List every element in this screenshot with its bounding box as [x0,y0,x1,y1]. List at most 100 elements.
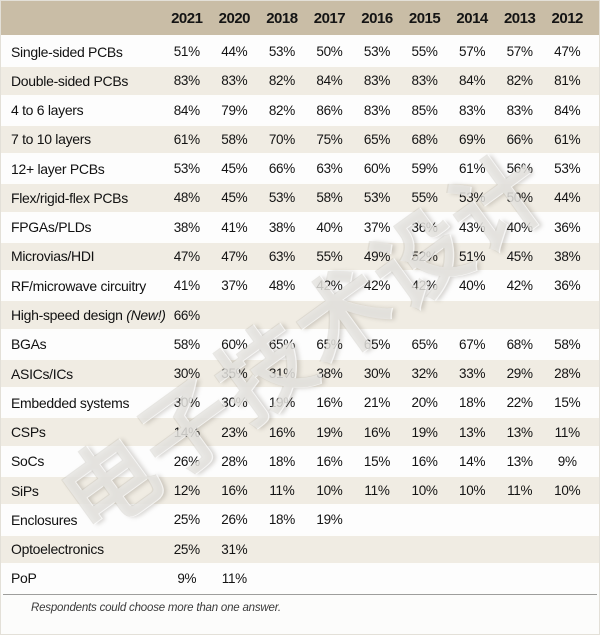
value-cell: 44% [554,190,581,206]
row-label: Double-sided PCBs [5,73,163,89]
value-cell: 20% [411,395,438,411]
row-label-text: 4 to 6 layers [11,102,84,119]
value-cell: 75% [316,131,343,147]
value-cell: 58% [554,336,581,352]
value-cell: 53% [268,190,295,206]
value-cell: 83% [411,73,438,89]
row-label: Microvias/HDI [5,248,163,264]
value-cell: 13% [506,453,533,469]
value-cell: 36% [554,278,581,294]
row-label-text: Embedded systems [11,394,130,411]
value-cell: 55% [411,190,438,206]
table-row: 7 to 10 layers 61% 58% 70% 75% 65% 68% 69% 66% 61… [1,125,599,156]
value-cell: 53% [363,44,391,60]
table-footer: Respondents could choose more than one a… [3,594,597,633]
value-cell: 18% [459,395,486,411]
value-cell: 42% [411,278,438,294]
value-cell: 63% [316,161,343,177]
value-cell: 68% [411,131,438,147]
value-cell: 16% [411,453,438,469]
value-cell: 16% [316,453,343,469]
value-cell: 11% [221,570,247,586]
value-cell: 70% [268,131,295,147]
value-cell: 10% [316,483,343,499]
value-cell: 15% [554,395,581,411]
value-cell: 11% [507,483,533,499]
value-cell: 51% [459,248,486,264]
row-label: High-speed design (New!) [5,307,166,324]
value-cell: 67% [459,336,486,352]
value-cell: 47% [221,248,248,264]
value-cell: 16% [363,424,391,440]
value-cell: 28% [221,453,248,469]
row-label: Single-sided PCBs [5,44,163,60]
value-cell: 65% [363,336,391,352]
year-column-header: 2013 [503,9,536,27]
value-cell: 45% [221,161,248,177]
value-cell: 30% [173,395,200,411]
value-cell: 40% [459,278,486,294]
value-cell: 33% [459,366,486,382]
value-cell: 18% [268,453,295,469]
value-cell: 53% [268,44,295,60]
row-label-text: SiPs [11,482,39,499]
value-cell: 10% [554,483,581,499]
value-cell: 58% [173,336,200,352]
value-cell: 58% [316,190,343,206]
value-cell: 16% [316,395,343,411]
table-row: Enclosures 25% 26% 18% 19% [1,506,599,536]
value-cell: 84% [316,73,343,89]
value-cell: 37% [221,278,248,294]
value-cell: 53% [363,190,391,206]
value-cell: 10% [411,483,438,499]
value-cell: 36% [411,219,438,235]
value-cell: 15% [363,453,391,469]
row-label: FPGAs/PLDs [5,219,163,235]
row-label-text: Flex/rigid-flex PCBs [11,189,128,206]
value-cell: 57% [506,44,533,60]
row-label: ASICs/ICs [5,366,163,382]
table-row: 4 to 6 layers 84% 79% 82% 86% 83% 85% 83% 83% 84% [1,96,599,126]
value-cell: 25% [173,541,200,557]
value-cell: 32% [411,366,438,382]
value-cell: 45% [221,190,248,206]
row-label-text: Double-sided PCBs [11,72,129,89]
value-cell: 55% [316,248,343,264]
value-cell: 31% [268,366,295,382]
value-cell: 58% [221,131,248,147]
value-cell: 9% [177,570,197,586]
value-cell: 48% [173,190,200,206]
row-label-text: High-speed design [11,307,123,324]
value-cell: 59% [411,161,438,177]
value-cell: 43% [459,219,486,235]
value-cell: 12% [173,483,200,499]
value-cell: 65% [316,336,343,352]
value-cell: 22% [506,395,533,411]
table-body: Single-sided PCBs 51% 44% 53% 50% 53% 55% 57% 57… [1,38,599,595]
value-cell: 19% [268,395,295,411]
header-row: 2021 2020 2018 2017 2016 2015 2014 2013 2012 [1,1,599,38]
value-cell: 53% [459,190,486,206]
value-cell: 40% [506,219,533,235]
table-row: SoCs 26% 28% 18% 16% 15% 16% 14% 13% 9% [1,447,599,477]
value-cell: 42% [506,278,533,294]
value-cell: 53% [554,161,581,177]
table-row: SiPs 12% 16% 11% 10% 11% 10% 10% 11% 10% [1,476,599,507]
table-row: CSPs 14% 23% 16% 19% 16% 19% 13% 13% 11% [1,418,599,448]
value-cell: 38% [316,366,343,382]
row-label: RF/microwave circuitry [5,278,163,294]
value-cell: 42% [363,278,391,294]
value-cell: 28% [554,366,581,382]
value-cell: 60% [221,336,248,352]
value-cell: 41% [173,278,200,294]
value-cell: 38% [268,219,295,235]
table-row: FPGAs/PLDs 38% 41% 38% 40% 37% 36% 43% 40% 36% [1,213,599,243]
value-cell: 56% [506,161,533,177]
year-column-header: 2018 [266,9,298,27]
year-column-header: 2015 [408,9,441,27]
value-cell: 42% [316,278,343,294]
row-label: 7 to 10 layers [5,131,163,147]
value-cell: 83% [363,102,391,118]
row-label-text: Single-sided PCBs [11,43,123,60]
value-cell: 31% [221,541,248,557]
